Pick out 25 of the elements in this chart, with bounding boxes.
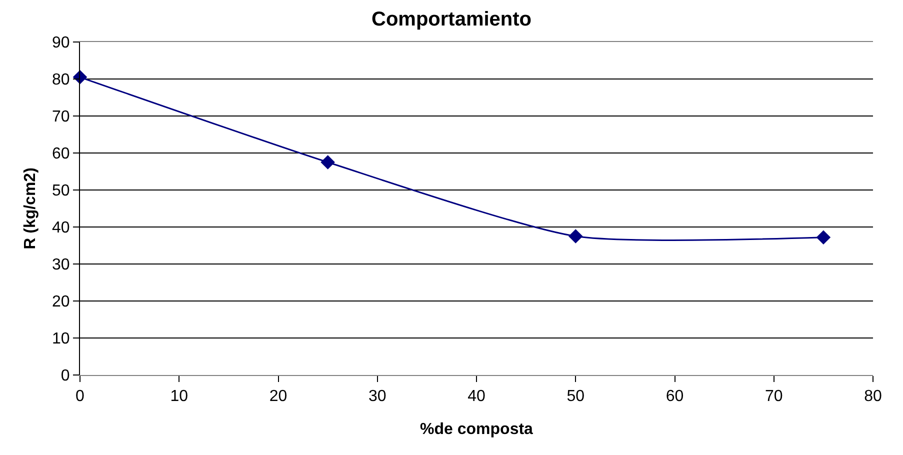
y-tick-label: 10 bbox=[52, 330, 70, 348]
x-tick-label: 40 bbox=[468, 388, 486, 406]
y-axis-title: R (kg/cm2) bbox=[22, 168, 39, 250]
x-tick-label: 10 bbox=[170, 388, 188, 406]
y-tick-label: 20 bbox=[52, 294, 70, 311]
y-tick-label: 0 bbox=[60, 368, 70, 385]
y-tick-label: 50 bbox=[52, 182, 70, 200]
x-tick-label: 20 bbox=[269, 388, 288, 406]
point bbox=[568, 229, 583, 244]
x-tick-label: 80 bbox=[864, 388, 882, 406]
x-tick-label: 50 bbox=[566, 388, 585, 406]
y-tick-label: 70 bbox=[52, 108, 70, 126]
x-axis-title: %de composta bbox=[420, 420, 534, 438]
x-tick-label: 70 bbox=[764, 388, 783, 406]
y-tick-label: 30 bbox=[52, 256, 70, 274]
chart-title: Comportamiento bbox=[372, 8, 532, 30]
x-tick-label: 0 bbox=[76, 388, 85, 406]
x-tick-label: 60 bbox=[666, 388, 684, 406]
point bbox=[320, 155, 335, 170]
x-tick-label: 30 bbox=[368, 388, 386, 406]
y-tick-label: 40 bbox=[52, 220, 70, 237]
point bbox=[816, 230, 831, 245]
y-tick-label: 80 bbox=[52, 72, 70, 89]
y-tick-label: 60 bbox=[52, 146, 70, 163]
y-tick-label: 90 bbox=[52, 34, 70, 52]
